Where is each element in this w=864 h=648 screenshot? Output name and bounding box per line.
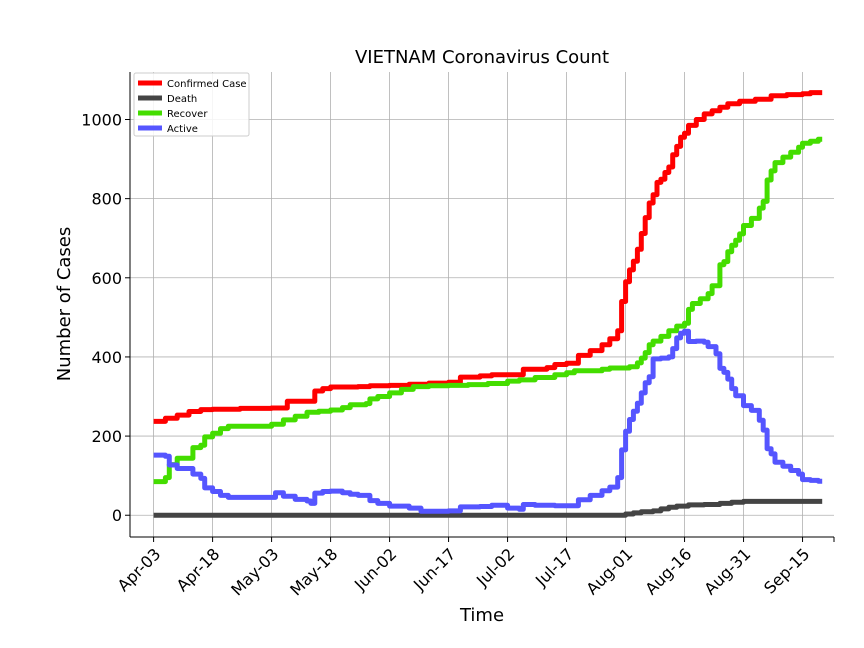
axes [129,72,834,538]
legend: Confirmed Case Death Recover Active [133,72,250,137]
x-tick-label: May-03 [227,544,282,599]
y-tick-label: 1000 [81,110,122,129]
y-tick-label: 800 [91,190,122,209]
x-tick-label: Aug-31 [700,544,754,598]
x-tick-label: Aug-01 [582,544,636,598]
legend-label: Active [167,124,198,135]
series-line-death [153,498,823,518]
x-tick-label: May-18 [286,544,341,599]
series-line-confirmed-case [153,90,823,424]
grid [130,72,834,537]
x-tick-label: Jul-17 [531,544,577,590]
y-tick-label: 200 [91,427,122,446]
x-tick-label: Aug-16 [641,544,695,598]
legend-label: Recover [167,109,208,120]
y-axis-label: Number of Cases [54,227,75,382]
x-axis-label: Time [459,605,504,626]
legend-label: Death [167,94,197,105]
series-line-recover [153,136,823,485]
x-tick-label: Apr-18 [173,544,224,595]
series-line-active [153,328,823,514]
x-tick-label: Apr-03 [114,544,165,595]
series-layer [153,90,823,518]
legend-box [133,72,250,137]
chart-title: VIETNAM Coronavirus Count [355,47,609,68]
y-ticks: 0 200 400 600 800 1000 [81,110,130,525]
x-tick-label: Jun-02 [350,544,400,594]
x-ticks: Apr-03 Apr-18 May-03 May-18 Jun-02 Jun-17 Jul-… [114,537,835,600]
y-tick-label: 400 [91,348,122,367]
y-tick-label: 600 [91,269,122,288]
x-tick-label: Sep-15 [760,544,813,597]
x-tick-label: Jul-02 [472,544,518,590]
x-tick-label: Jun-17 [409,544,459,594]
legend-label: Confirmed Case [167,79,247,90]
y-tick-label: 0 [112,506,122,525]
